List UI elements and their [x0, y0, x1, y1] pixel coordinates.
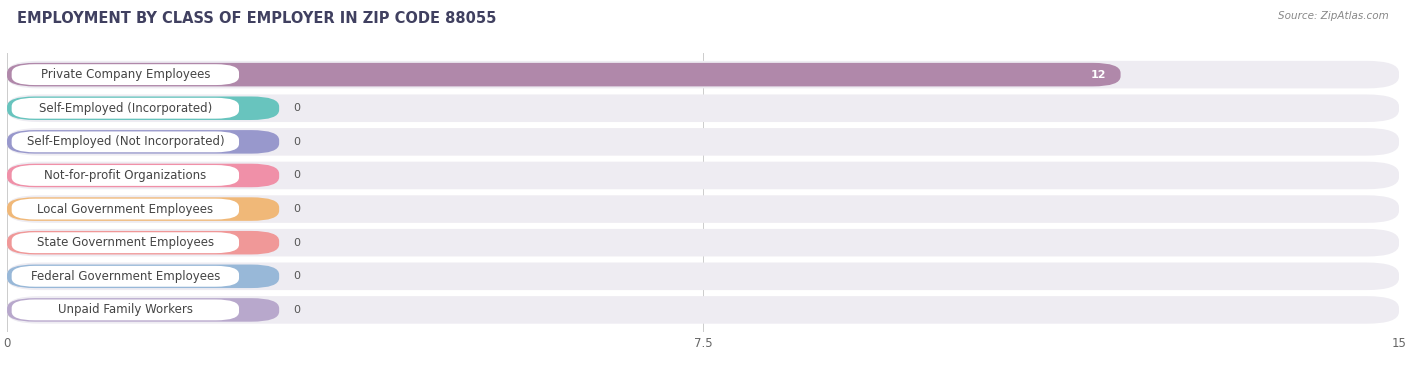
FancyBboxPatch shape	[11, 132, 239, 152]
Text: 12: 12	[1091, 70, 1107, 80]
Text: Not-for-profit Organizations: Not-for-profit Organizations	[44, 169, 207, 182]
FancyBboxPatch shape	[7, 61, 1399, 89]
Text: Local Government Employees: Local Government Employees	[38, 202, 214, 216]
Text: 0: 0	[292, 170, 299, 181]
FancyBboxPatch shape	[7, 265, 280, 288]
FancyBboxPatch shape	[7, 97, 280, 120]
FancyBboxPatch shape	[11, 299, 239, 320]
Text: State Government Employees: State Government Employees	[37, 236, 214, 249]
FancyBboxPatch shape	[11, 199, 239, 219]
FancyBboxPatch shape	[7, 95, 1399, 122]
FancyBboxPatch shape	[7, 130, 280, 153]
Text: Unpaid Family Workers: Unpaid Family Workers	[58, 303, 193, 316]
Text: Self-Employed (Incorporated): Self-Employed (Incorporated)	[39, 102, 212, 115]
FancyBboxPatch shape	[7, 231, 280, 254]
FancyBboxPatch shape	[7, 195, 1399, 223]
FancyBboxPatch shape	[11, 64, 239, 85]
FancyBboxPatch shape	[7, 262, 1399, 290]
FancyBboxPatch shape	[11, 232, 239, 253]
FancyBboxPatch shape	[7, 298, 280, 322]
FancyBboxPatch shape	[7, 164, 280, 187]
Text: 0: 0	[292, 238, 299, 248]
Text: 0: 0	[292, 204, 299, 214]
FancyBboxPatch shape	[7, 197, 280, 221]
FancyBboxPatch shape	[7, 229, 1399, 256]
FancyBboxPatch shape	[7, 296, 1399, 324]
Text: Federal Government Employees: Federal Government Employees	[31, 270, 219, 283]
FancyBboxPatch shape	[7, 162, 1399, 189]
FancyBboxPatch shape	[7, 63, 1121, 86]
Text: 0: 0	[292, 271, 299, 281]
FancyBboxPatch shape	[7, 128, 1399, 156]
FancyBboxPatch shape	[11, 266, 239, 287]
Text: EMPLOYMENT BY CLASS OF EMPLOYER IN ZIP CODE 88055: EMPLOYMENT BY CLASS OF EMPLOYER IN ZIP C…	[17, 11, 496, 26]
Text: 0: 0	[292, 137, 299, 147]
Text: 0: 0	[292, 103, 299, 113]
Text: Source: ZipAtlas.com: Source: ZipAtlas.com	[1278, 11, 1389, 21]
Text: 0: 0	[292, 305, 299, 315]
FancyBboxPatch shape	[11, 98, 239, 119]
FancyBboxPatch shape	[11, 165, 239, 186]
Text: Self-Employed (Not Incorporated): Self-Employed (Not Incorporated)	[27, 135, 224, 149]
Text: Private Company Employees: Private Company Employees	[41, 68, 209, 81]
